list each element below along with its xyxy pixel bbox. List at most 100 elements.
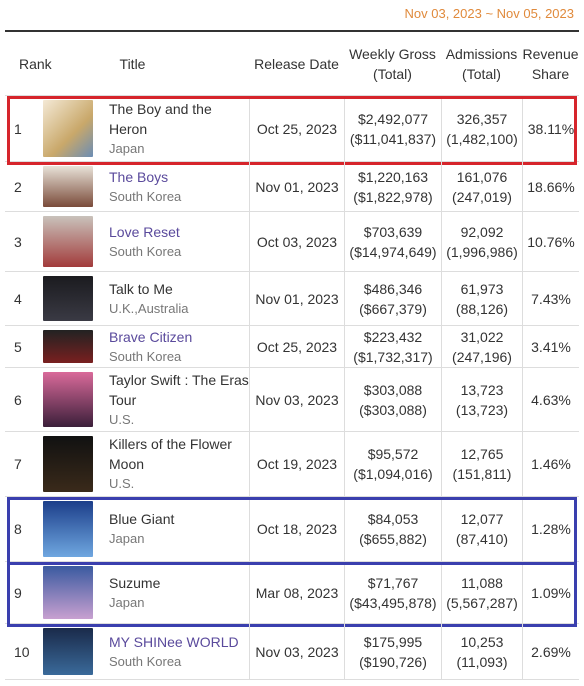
date-cell: Mar 08, 2023 <box>249 562 344 623</box>
date-cell: Oct 25, 2023 <box>249 96 344 161</box>
release-date: Nov 01, 2023 <box>255 178 339 195</box>
release-date: Nov 01, 2023 <box>255 290 339 307</box>
admissions: 13,723 <box>460 381 504 398</box>
admissions-total: (87,410) <box>455 531 509 547</box>
weekly-gross: $2,492,077 <box>357 110 429 127</box>
title-cell: Killers of the Flower Moon U.S. <box>109 432 249 496</box>
header-gross: Weekly Gross (Total) <box>349 45 436 82</box>
movie-title: Blue Giant <box>109 511 175 527</box>
rank-cell: 5 <box>5 326 35 367</box>
release-date: Nov 03, 2023 <box>255 643 339 660</box>
date-cell: Oct 03, 2023 <box>249 212 344 271</box>
share-cell: 38.11% <box>522 96 579 161</box>
gross-total: ($43,495,878) <box>349 594 437 611</box>
date-cell: Nov 03, 2023 <box>249 624 344 679</box>
rank-cell: 4 <box>5 272 35 325</box>
admissions-total: (151,811) <box>452 466 512 482</box>
poster-cell <box>36 432 100 496</box>
movie-title[interactable]: Love Reset <box>109 223 180 240</box>
release-date: Oct 19, 2023 <box>256 456 338 472</box>
admissions-cell: 92,092 (1,996,986) <box>441 212 522 271</box>
admissions-cell: 13,723 (13,723) <box>441 368 522 431</box>
rank-cell: 8 <box>5 497 35 561</box>
share-cell: 4.63% <box>522 368 579 431</box>
movie-title[interactable]: Brave Citizen <box>109 328 193 345</box>
share-cell: 1.28% <box>522 497 579 561</box>
rank: 1 <box>14 120 22 137</box>
release-date: Oct 25, 2023 <box>256 338 338 355</box>
country: South Korea <box>109 653 182 669</box>
poster-cell <box>36 368 100 431</box>
admissions: 61,973 <box>460 280 504 297</box>
revenue-share: 3.41% <box>531 338 571 355</box>
rank: 10 <box>14 643 30 660</box>
header-title: Title <box>119 55 146 72</box>
gross-cell: $303,088 ($303,088) <box>344 368 441 431</box>
gross-total: ($1,822,978) <box>353 188 433 205</box>
rank: 8 <box>14 521 22 537</box>
date-range: Nov 03, 2023 ~ Nov 05, 2023 <box>404 6 574 21</box>
movie-title: The Boy and the Heron <box>109 100 212 137</box>
admissions-total: (5,567,287) <box>446 594 518 611</box>
admissions: 12,077 <box>460 511 504 527</box>
poster-cell <box>36 162 100 211</box>
country: South Korea <box>109 188 182 204</box>
poster <box>43 566 93 619</box>
title-cell: The Boy and the Heron Japan <box>109 96 249 161</box>
gross-cell: $175,995 ($190,726) <box>344 624 441 679</box>
poster <box>43 372 93 427</box>
country: South Korea <box>109 348 182 364</box>
weekly-gross: $223,432 <box>363 328 423 345</box>
movie-title[interactable]: MY SHINee WORLD <box>109 633 239 650</box>
share-cell: 2.69% <box>522 624 579 679</box>
rank: 3 <box>14 233 22 250</box>
header-admissions: Admissions (Total) <box>445 45 518 82</box>
weekly-gross: $303,088 <box>363 381 423 398</box>
admissions-total: (13,723) <box>455 401 509 418</box>
admissions: 11,088 <box>461 574 503 591</box>
weekly-gross: $175,995 <box>363 633 423 650</box>
poster <box>43 628 93 675</box>
admissions: 10,253 <box>460 633 504 650</box>
date-cell: Nov 01, 2023 <box>249 272 344 325</box>
rank: 5 <box>14 338 22 355</box>
gross-cell: $84,053 ($655,882) <box>344 497 441 561</box>
admissions-cell: 326,357 (1,482,100) <box>441 96 522 161</box>
rank-cell: 9 <box>5 562 35 623</box>
admissions-cell: 10,253 (11,093) <box>441 624 522 679</box>
admissions: 326,357 <box>456 110 508 127</box>
title-cell: The Boys South Korea <box>109 162 249 211</box>
date-cell: Oct 18, 2023 <box>249 497 344 561</box>
rank-cell: 10 <box>5 624 35 679</box>
admissions-total: (247,196) <box>452 348 512 365</box>
gross-total: ($190,726) <box>359 653 427 670</box>
admissions-cell: 11,088 (5,567,287) <box>441 562 522 623</box>
release-date: Oct 18, 2023 <box>256 521 338 537</box>
gross-cell: $1,220,163 ($1,822,978) <box>344 162 441 211</box>
poster-cell <box>36 212 100 271</box>
admissions: 161,076 <box>456 168 508 185</box>
share-cell: 7.43% <box>522 272 579 325</box>
weekly-gross: $84,053 <box>367 511 419 527</box>
poster <box>43 276 93 321</box>
poster <box>43 100 93 157</box>
gross-total: ($14,974,649) <box>349 243 437 260</box>
title-cell: Brave Citizen South Korea <box>109 326 249 367</box>
revenue-share: 38.11% <box>527 120 575 137</box>
box-office-table: Rank Title Release Date Weekly Gross (To… <box>5 30 579 680</box>
table-row: 8 Blue Giant Japan Oct 18, 2023 $84,053 ($655… <box>5 497 579 562</box>
admissions-total: (11,093) <box>456 653 508 670</box>
gross-total: ($1,094,016) <box>353 466 433 482</box>
rank-cell: 7 <box>5 432 35 496</box>
date-cell: Nov 01, 2023 <box>249 162 344 211</box>
gross-total: ($1,732,317) <box>353 348 433 365</box>
release-date: Oct 03, 2023 <box>256 233 338 250</box>
weekly-gross: $703,639 <box>363 223 423 240</box>
poster <box>43 436 93 492</box>
revenue-share: 1.28% <box>531 521 571 537</box>
title-cell: Taylor Swift : The Eras Tour U.S. <box>109 368 249 431</box>
share-cell: 1.09% <box>522 562 579 623</box>
gross-cell: $71,767 ($43,495,878) <box>344 562 441 623</box>
revenue-share: 10.76% <box>527 233 575 250</box>
movie-title[interactable]: The Boys <box>109 168 169 185</box>
